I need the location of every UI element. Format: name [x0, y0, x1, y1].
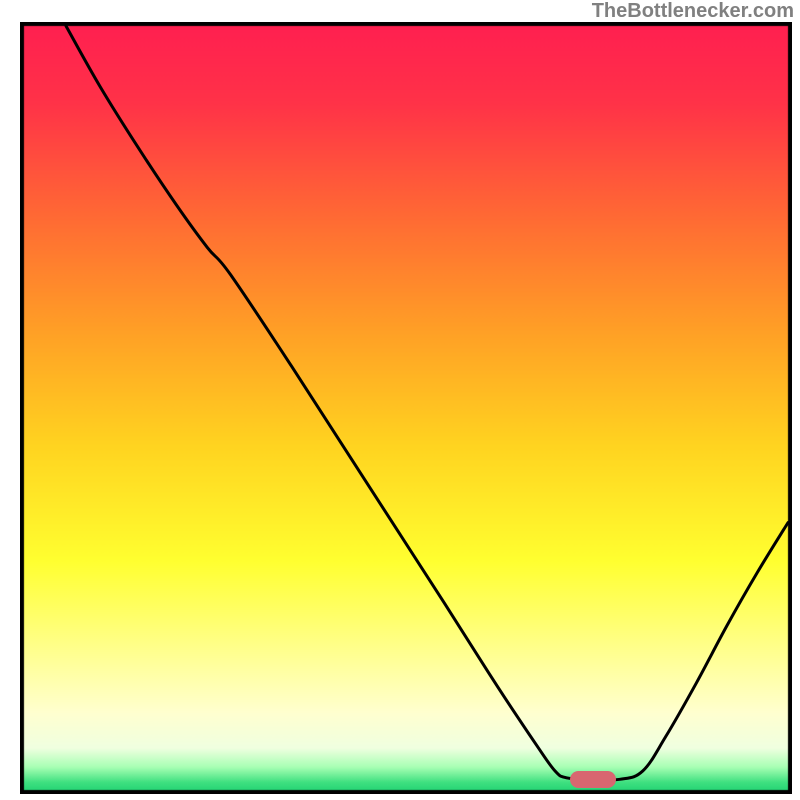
- valley-marker: [570, 771, 616, 788]
- plot-area: [20, 22, 792, 794]
- watermark-label: TheBottlenecker.com: [592, 0, 794, 23]
- gradient-background: [20, 22, 792, 794]
- chart-container: TheBottlenecker.com: [0, 0, 800, 800]
